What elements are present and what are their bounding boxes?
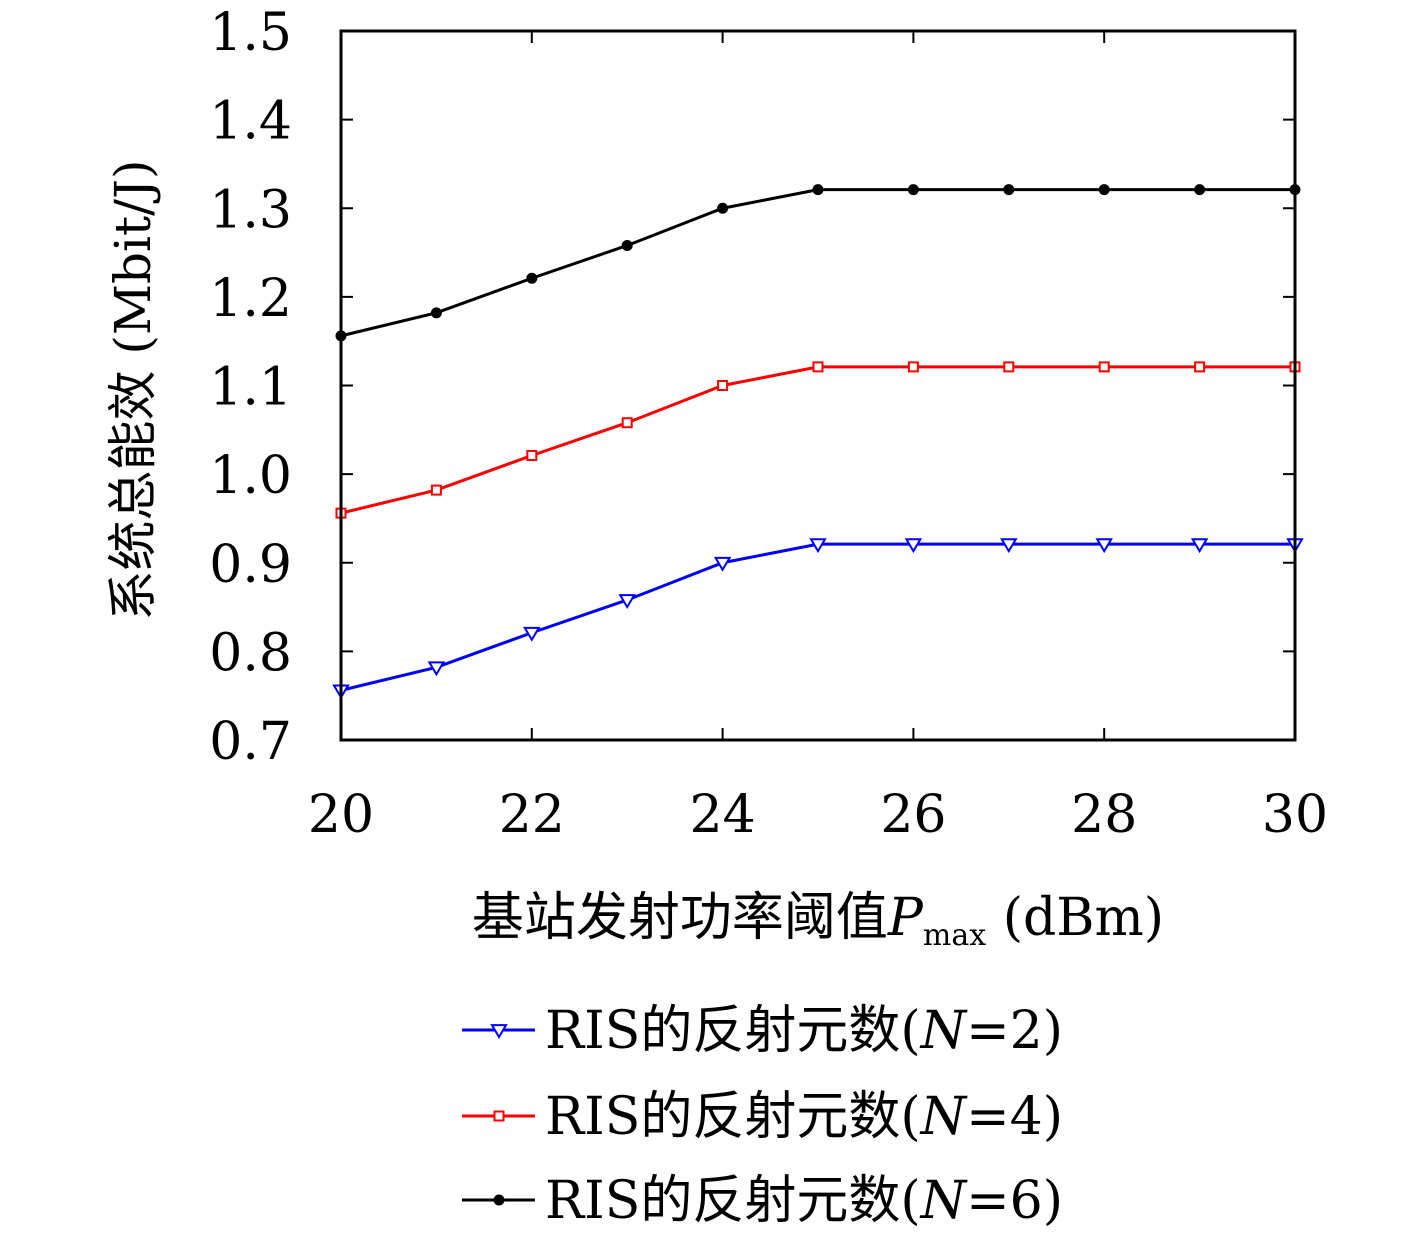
series-line-2 bbox=[340, 365, 1295, 515]
series-2-point bbox=[812, 361, 824, 373]
x-tick-label: 26 bbox=[880, 785, 946, 845]
legend-label-2: RIS的反射元数(N=4) bbox=[545, 1087, 1063, 1147]
axes: 0.7 0.8 0.9 1.0 1.1 1.2 1.3 1.4 1.5 20 22 24 26 28 30 基… bbox=[104, 3, 1328, 953]
y-tick-label: 1.0 bbox=[209, 446, 292, 506]
x-tick-label: 24 bbox=[690, 785, 756, 845]
series-1-point bbox=[618, 594, 636, 609]
series-1-point bbox=[904, 538, 923, 554]
y-tick-label: 1.2 bbox=[209, 269, 292, 329]
y-tick-label: 1.4 bbox=[209, 92, 292, 152]
x-tick-label: 30 bbox=[1262, 785, 1328, 845]
series-1-point bbox=[1190, 538, 1209, 554]
legend: RIS的反射元数(N=2) RIS的反射元数(N=4) RIS的反射元数(N=6) bbox=[462, 1001, 1063, 1231]
series-2-point bbox=[621, 417, 633, 429]
x-tick-label: 28 bbox=[1071, 785, 1137, 845]
y-tick-label: 1.3 bbox=[209, 180, 292, 240]
series-3-point bbox=[1003, 184, 1015, 196]
legend-marker-3 bbox=[493, 1194, 505, 1206]
series-1-point bbox=[713, 556, 732, 572]
series-3-point bbox=[1098, 184, 1110, 196]
y-tick-label: 0.7 bbox=[209, 712, 292, 772]
series-3-point bbox=[430, 307, 442, 319]
series-2-point bbox=[1003, 361, 1015, 373]
legend-label-3: RIS的反射元数(N=6) bbox=[545, 1171, 1063, 1231]
y-tick-label: 1.1 bbox=[209, 358, 292, 418]
legend-marker-1 bbox=[490, 1024, 508, 1039]
plot-area bbox=[332, 184, 1304, 700]
x-tick-label: 20 bbox=[308, 785, 374, 845]
series-3-point bbox=[1194, 184, 1206, 196]
legend-label-1: RIS的反射元数(N=2) bbox=[545, 1001, 1063, 1061]
x-tick-label: 22 bbox=[499, 785, 565, 845]
series-3-point bbox=[907, 184, 919, 196]
series-line-1 bbox=[340, 542, 1295, 692]
series-2-point bbox=[1194, 361, 1206, 373]
series-2-point bbox=[717, 380, 729, 391]
series-1-point bbox=[1095, 538, 1113, 554]
series-3-point bbox=[812, 184, 824, 196]
series-1-point bbox=[427, 661, 446, 677]
series-3-point bbox=[717, 202, 729, 214]
series-2-point bbox=[526, 450, 538, 462]
series-3-point bbox=[621, 239, 633, 251]
series-1-point bbox=[809, 538, 827, 554]
y-tick-label: 1.5 bbox=[209, 3, 292, 63]
legend-marker-2 bbox=[493, 1110, 505, 1122]
series-3-point bbox=[526, 272, 538, 284]
y-tick-label: 0.9 bbox=[209, 535, 292, 595]
x-axis-label: 基站发射功率阈值Pmax (dBm) bbox=[472, 888, 1164, 953]
series-1-point bbox=[523, 626, 541, 642]
series-2-point bbox=[1098, 361, 1110, 373]
series-2-point bbox=[430, 484, 442, 496]
series-2-point bbox=[907, 361, 919, 373]
series-line-3 bbox=[340, 188, 1295, 338]
y-axis-label: 系统总能效 (Mbit/J) bbox=[104, 159, 162, 620]
series-1-point bbox=[1000, 538, 1018, 554]
plot-frame bbox=[339, 29, 1297, 742]
y-tick-label: 0.8 bbox=[209, 623, 292, 683]
